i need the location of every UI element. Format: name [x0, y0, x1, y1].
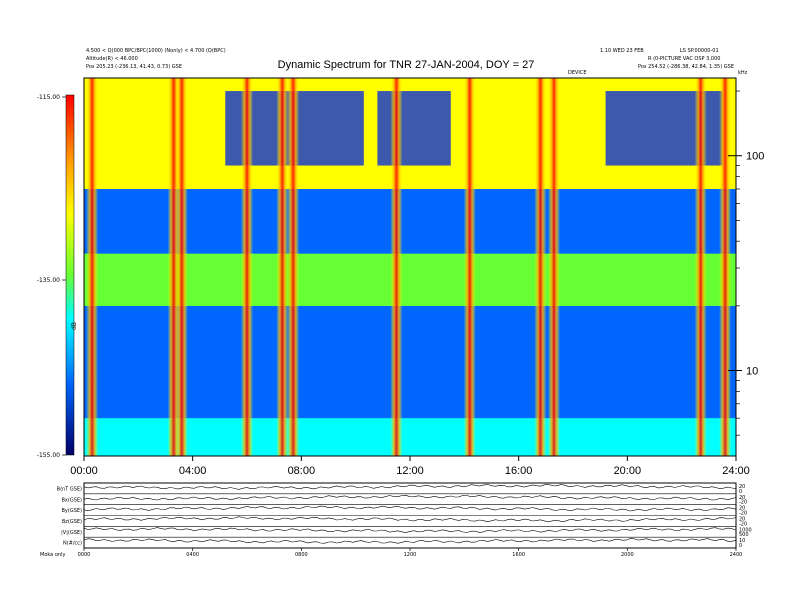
spectrogram-burst [719, 78, 732, 456]
spectrogram-band [84, 418, 736, 456]
spectrogram-burst [86, 78, 99, 456]
panel-label: Bx(GSE) [62, 497, 83, 503]
panel-right-tick-label: -20 [739, 521, 747, 527]
panel-right-tick-label: 0 [739, 543, 742, 549]
spectrogram-bands [84, 78, 736, 456]
panel-trace [83, 484, 737, 490]
spectrogram-band [84, 253, 736, 306]
spectrogram-burst [463, 78, 476, 456]
panel-right-tick-label: 20 [739, 517, 745, 523]
header-left-line1: 4.500 < Q(000 BPC/BPC(1000) (Nonly) < 4.… [86, 48, 226, 54]
y-axis: 100 10 [728, 90, 764, 436]
panel-trace [83, 505, 737, 512]
colorbar-ticks: -115.00 -135.00 -155.00 [37, 94, 66, 459]
spectrogram-quiet-patch [377, 91, 451, 166]
y-unit-label: kHz [738, 70, 748, 76]
panel-x-tick-label: 0400 [186, 552, 199, 558]
panel-label: N(#/cc) [63, 541, 82, 547]
panel-x-tick-label: 1600 [512, 552, 525, 558]
panel-x-tick-label: 0000 [78, 552, 91, 558]
panel-label: Bz(GSE) [62, 519, 82, 525]
x-tick-label: 20:00 [614, 465, 642, 477]
spectrogram-burst [390, 78, 403, 456]
x-tick-label: 12:00 [396, 465, 424, 477]
colorbar: dB -115.00 -135.00 -155.00 [37, 94, 78, 459]
spectrogram-burst [287, 78, 300, 456]
header-right-line2: LS SP.00000-01 [680, 48, 719, 54]
spectrogram-burst [534, 78, 547, 456]
panel-label: B(nT GSE) [57, 486, 82, 492]
spectrogram-burst [175, 78, 188, 456]
panel-trace [83, 538, 737, 544]
panel-x-tick-label: 2000 [621, 552, 634, 558]
panel-right-tick-label: 20 [739, 506, 745, 512]
panel-right-tick-label: 1000 [739, 527, 752, 533]
colorbar-tick-label: -115.00 [37, 94, 60, 101]
spectrogram-bursts [86, 78, 732, 456]
panel-right-tick-label: -20 [739, 500, 747, 506]
spectrogram-burst [547, 78, 560, 456]
chart-title: Dynamic Spectrum for TNR 27-JAN-2004, DO… [278, 59, 535, 71]
panel-right-tick-label: 0 [739, 489, 742, 495]
panel-right-tick-label: 20 [739, 484, 745, 490]
x-tick-label: 00:00 [70, 465, 98, 477]
panel-right-tick-label: 500 [739, 532, 749, 538]
header-left-line3: Pos 205.23 (-236.13, 41.43, 0.73) GSE [86, 64, 182, 70]
panel-x-tick-label: 2400 [730, 552, 743, 558]
panel-right-tick-label: -20 [739, 511, 747, 517]
panel-x-tick-label: 0800 [295, 552, 308, 558]
colorbar-tick-label: -155.00 [37, 452, 60, 459]
panel-trace [83, 494, 737, 501]
spectrogram-burst [694, 78, 707, 456]
header-right-line3: R (0-PICTURE VAC OSP 3,000 [648, 56, 720, 62]
panel-right-tick-label: 10 [739, 538, 745, 544]
header-right-line4: Pos 254.52 (-286.38, 42.84, 1.35) GSE [638, 64, 734, 70]
header-right-line1: 1.10 WED 23 FEB [600, 48, 644, 54]
spectrogram-band [84, 188, 736, 254]
spectrogram-plot [83, 77, 737, 457]
footer-left: Moka only [40, 552, 65, 558]
x-tick-label: 24:00 [722, 465, 750, 477]
panel-trace [83, 516, 737, 523]
colorbar-tick-label: -135.00 [37, 277, 60, 284]
spectrogram-burst [276, 78, 289, 456]
panel-trace [83, 527, 737, 533]
x-tick-label: 16:00 [505, 465, 533, 477]
colorbar-label: dB [71, 322, 78, 330]
panel-label: |V|(GSE) [61, 530, 82, 536]
header-mid-small: DEVICE [568, 70, 587, 76]
panel-right-tick-label: 20 [739, 495, 745, 501]
spectrogram-band [84, 305, 736, 419]
x-tick-label: 04:00 [179, 465, 207, 477]
panel-x-tick-label: 1200 [404, 552, 417, 558]
x-axis: 00:00 04:00 08:00 12:00 16:00 20:00 24:00 [70, 456, 750, 477]
x-tick-label: 08:00 [288, 465, 316, 477]
y-tick-label: 10 [746, 366, 758, 378]
header-left-line2: Altitude(R) < 46.000 [86, 56, 138, 62]
spectrogram-burst [241, 78, 253, 456]
panel-label: By(GSE) [62, 508, 83, 514]
y-tick-label: 100 [746, 151, 764, 163]
colorbar-gradient [65, 94, 75, 456]
